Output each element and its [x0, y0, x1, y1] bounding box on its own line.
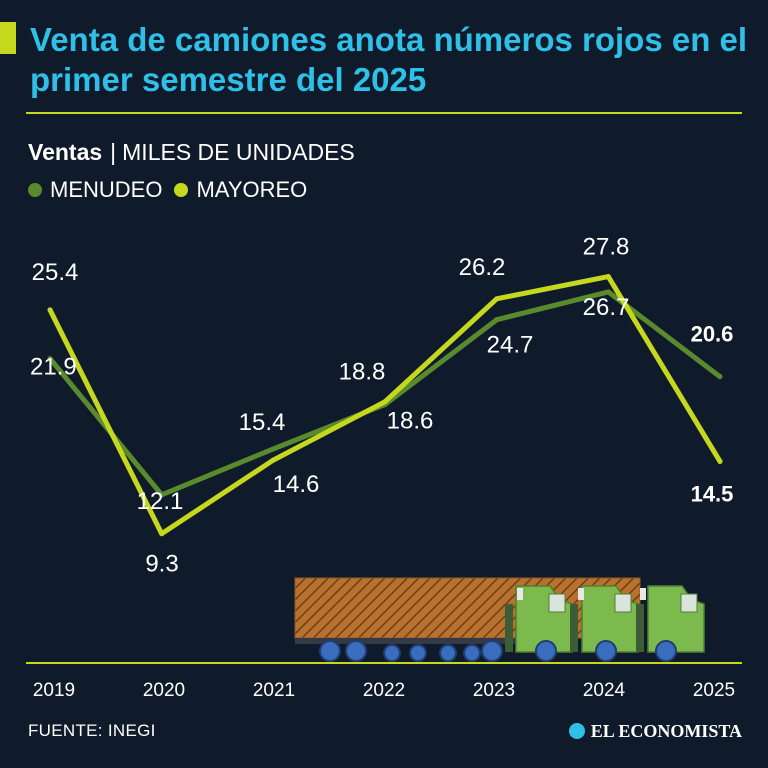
data-point-mayoreo-2020 [159, 531, 165, 537]
data-label-mayoreo-2024: 27.8 [583, 234, 630, 261]
data-label-menudeo-2025: 20.6 [691, 322, 734, 347]
x-tick-label-2021: 2021 [253, 680, 295, 701]
data-point-mayoreo-2023 [494, 296, 500, 302]
brand-name: EL ECONOMISTA [590, 721, 742, 741]
legend-item-menudeo: MENUDEO [28, 176, 162, 204]
data-label-menudeo-2023: 24.7 [487, 332, 534, 359]
el-economista-logo-icon [568, 723, 585, 739]
subtitle-measure: Ventas [28, 139, 103, 165]
data-label-mayoreo-2019: 25.4 [32, 259, 79, 286]
x-tick-label-2020: 2020 [143, 680, 185, 701]
legend-label-mayoreo: MAYOREO [196, 177, 308, 202]
data-point-mayoreo-2019 [47, 307, 53, 313]
chart-legend: MENUDEO MAYOREO [28, 176, 319, 204]
legend-swatch-menudeo [28, 183, 42, 197]
legend-item-mayoreo: MAYOREO [174, 176, 307, 204]
data-point-mayoreo-2024 [605, 274, 611, 280]
data-point-mayoreo-2021 [270, 457, 276, 463]
data-label-menudeo-2021: 15.4 [239, 409, 286, 436]
source-note: FUENTE: INEGI [28, 721, 156, 740]
subtitle-unit: MILES DE UNIDADES [122, 139, 355, 165]
series-line-menudeo [47, 289, 723, 498]
chart-title: Venta de camiones anota números rojos en… [30, 21, 748, 98]
data-point-menudeo-2019 [47, 356, 53, 362]
title-divider [26, 112, 742, 114]
data-label-menudeo-2022: 18.6 [387, 407, 434, 434]
data-point-mayoreo-2025 [717, 458, 723, 464]
x-tick-label-2022: 2022 [363, 680, 405, 701]
legend-swatch-mayoreo [174, 183, 189, 197]
x-tick-label-2023: 2023 [473, 680, 515, 701]
brand-logo: EL ECONOMISTA [568, 720, 742, 742]
data-label-mayoreo-2023: 26.2 [459, 254, 506, 281]
subtitle-separator: | [110, 139, 117, 165]
legend-label-menudeo: MENUDEO [50, 177, 163, 202]
data-point-menudeo-2024 [605, 289, 611, 295]
truck-convoy-icon [294, 577, 705, 662]
data-point-menudeo-2021 [270, 446, 276, 452]
data-point-menudeo-2020 [159, 492, 165, 498]
data-label-mayoreo-2022: 18.8 [339, 359, 386, 386]
data-label-menudeo-2024: 26.7 [583, 294, 630, 321]
data-point-mayoreo-2022 [382, 399, 388, 405]
data-point-menudeo-2023 [494, 317, 500, 323]
data-label-mayoreo-2021: 14.6 [273, 471, 320, 498]
data-label-menudeo-2019: 21.9 [30, 354, 77, 381]
x-tick-label-2025: 2025 [693, 680, 735, 701]
data-label-menudeo-2020: 12.1 [137, 488, 184, 515]
x-tick-label-2024: 2024 [583, 680, 626, 701]
chart-subtitle: Ventas | MILES DE UNIDADES [28, 138, 355, 166]
title-accent-bar [0, 22, 16, 54]
x-tick-label-2019: 2019 [33, 680, 75, 701]
data-label-mayoreo-2025: 14.5 [691, 481, 734, 506]
data-point-menudeo-2025 [717, 374, 723, 380]
data-label-mayoreo-2020: 9.3 [145, 551, 178, 578]
